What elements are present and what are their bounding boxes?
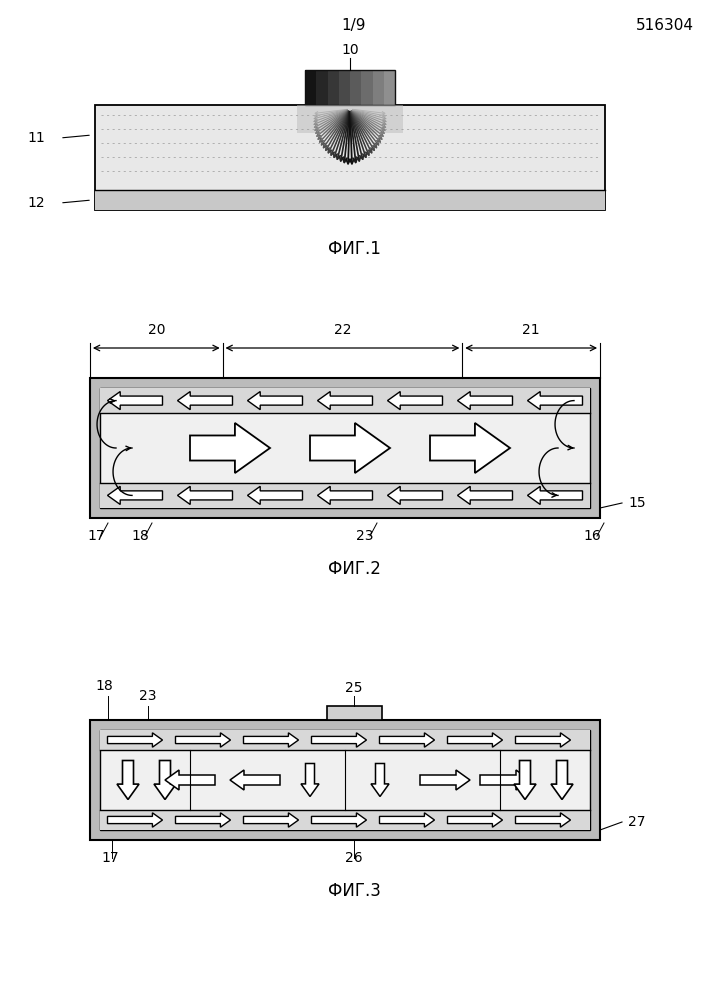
Text: 20: 20: [147, 323, 165, 337]
Bar: [297, 105, 403, 133]
FancyArrow shape: [457, 392, 513, 410]
FancyArrow shape: [243, 733, 298, 747]
FancyArrow shape: [177, 392, 233, 410]
Text: 18: 18: [131, 529, 149, 543]
Bar: [350, 70, 362, 105]
FancyArrow shape: [154, 760, 176, 799]
FancyArrow shape: [247, 392, 303, 410]
FancyArrow shape: [177, 487, 233, 504]
FancyArrow shape: [243, 813, 298, 827]
Text: 12: 12: [28, 196, 45, 210]
FancyArrow shape: [515, 813, 571, 827]
Text: ФИГ.2: ФИГ.2: [328, 560, 381, 578]
FancyArrow shape: [311, 813, 367, 827]
FancyArrow shape: [371, 763, 389, 796]
FancyArrow shape: [480, 770, 530, 790]
Text: 21: 21: [523, 323, 540, 337]
Text: 16: 16: [583, 529, 601, 543]
Bar: [327, 706, 382, 720]
Bar: [100, 483, 590, 508]
Bar: [362, 70, 372, 105]
FancyArrow shape: [190, 423, 270, 474]
FancyArrow shape: [379, 733, 435, 747]
Bar: [90, 720, 600, 840]
FancyArrow shape: [117, 760, 139, 799]
Bar: [328, 70, 339, 105]
Text: 516304: 516304: [636, 18, 694, 33]
Bar: [100, 810, 590, 830]
Bar: [100, 388, 590, 508]
Bar: [95, 190, 605, 210]
FancyArrow shape: [447, 733, 503, 747]
FancyArrow shape: [379, 813, 435, 827]
Bar: [384, 70, 395, 105]
Text: 11: 11: [27, 131, 45, 145]
Text: 23: 23: [139, 689, 157, 703]
FancyArrow shape: [430, 423, 510, 474]
FancyArrow shape: [388, 487, 442, 504]
FancyArrow shape: [420, 770, 470, 790]
Bar: [339, 70, 350, 105]
Text: 25: 25: [345, 681, 363, 695]
FancyArrow shape: [527, 392, 583, 410]
FancyArrow shape: [108, 392, 162, 410]
Text: 17: 17: [87, 529, 105, 543]
FancyArrow shape: [247, 487, 303, 504]
Bar: [100, 730, 590, 830]
Text: 1/9: 1/9: [342, 18, 367, 33]
FancyArrow shape: [514, 760, 536, 799]
Text: ФИГ.3: ФИГ.3: [328, 882, 381, 900]
FancyArrow shape: [165, 770, 215, 790]
FancyArrow shape: [108, 487, 162, 504]
FancyArrow shape: [301, 763, 319, 796]
FancyArrow shape: [176, 813, 230, 827]
FancyArrow shape: [230, 770, 280, 790]
FancyArrow shape: [551, 760, 573, 799]
Text: 26: 26: [345, 851, 363, 865]
Bar: [100, 388, 590, 414]
FancyArrow shape: [108, 813, 162, 827]
FancyArrow shape: [527, 487, 583, 504]
Text: 17: 17: [101, 851, 119, 865]
Text: 15: 15: [628, 496, 646, 510]
Bar: [90, 378, 600, 518]
FancyArrow shape: [311, 733, 367, 747]
Text: 18: 18: [95, 679, 113, 693]
FancyArrow shape: [318, 487, 372, 504]
Text: 22: 22: [334, 323, 351, 337]
FancyArrow shape: [447, 813, 503, 827]
Bar: [372, 70, 384, 105]
FancyArrow shape: [108, 733, 162, 747]
FancyArrow shape: [318, 392, 372, 410]
FancyArrow shape: [388, 392, 442, 410]
Bar: [305, 70, 395, 105]
Bar: [316, 70, 328, 105]
FancyArrow shape: [515, 733, 571, 747]
Text: 27: 27: [628, 815, 645, 829]
FancyArrow shape: [310, 423, 390, 474]
Bar: [95, 105, 605, 210]
Bar: [305, 70, 316, 105]
Text: 23: 23: [356, 529, 374, 543]
Bar: [100, 730, 590, 750]
Text: ФИГ.1: ФИГ.1: [328, 240, 381, 258]
Text: 10: 10: [341, 43, 359, 57]
FancyArrow shape: [176, 733, 230, 747]
FancyArrow shape: [457, 487, 513, 504]
